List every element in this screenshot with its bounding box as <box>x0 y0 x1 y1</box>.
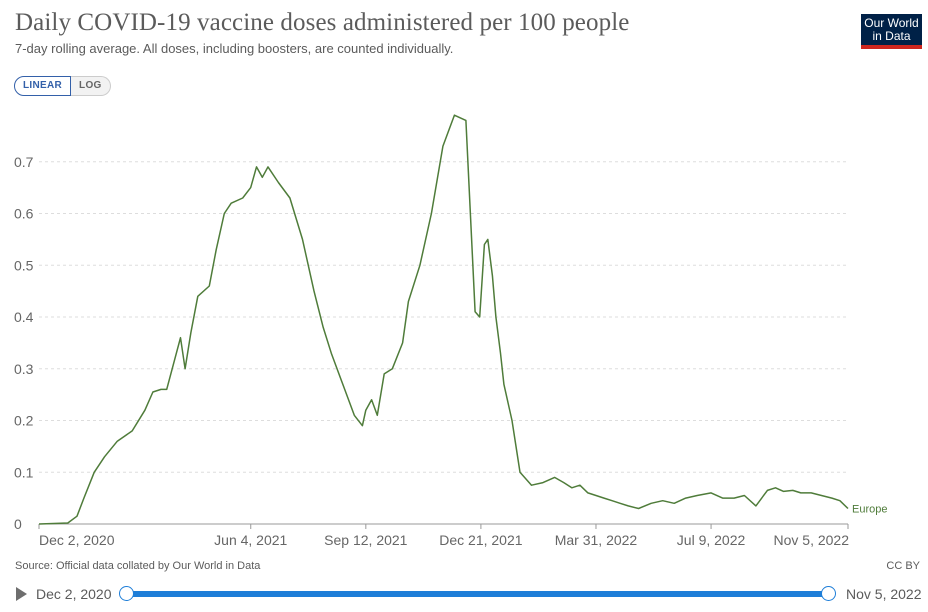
x-tick-label: Mar 31, 2022 <box>555 532 638 548</box>
y-tick-label: 0.3 <box>14 361 34 377</box>
y-tick-label: 0.7 <box>14 154 34 170</box>
license-link[interactable]: CC BY <box>886 560 920 572</box>
y-tick-label: 0.5 <box>14 257 34 273</box>
timeline-track[interactable] <box>127 591 829 597</box>
y-tick-label: 0.2 <box>14 413 34 429</box>
x-tick-label: Jun 4, 2021 <box>214 532 287 548</box>
y-tick-label: 0 <box>14 516 22 532</box>
x-tick-label: Sep 12, 2021 <box>324 532 408 548</box>
chart-subtitle: 7-day rolling average. All doses, includ… <box>15 41 454 56</box>
logo-line-1: Our World <box>864 16 919 30</box>
x-tick-label: Jul 9, 2022 <box>677 532 746 548</box>
x-tick-label: Dec 2, 2020 <box>39 532 115 548</box>
series-line-europe <box>38 114 849 525</box>
owid-logo[interactable]: Our World in Data <box>861 14 922 49</box>
line-chart: 0 0.1 0.2 0.3 0.4 0.5 0.6 0.7 Dec 2, 2020 Jun 4, … <box>14 114 887 548</box>
timeline-start-handle[interactable] <box>119 586 134 601</box>
timeline: Dec 2, 2020 Nov 5, 2022 <box>0 582 928 606</box>
timeline-end-label: Nov 5, 2022 <box>846 586 922 602</box>
scale-toggle: LINEAR LOG <box>14 76 111 96</box>
series-label-europe: Europe <box>852 503 887 515</box>
linear-scale-button[interactable]: LINEAR <box>14 76 72 96</box>
source-note: Source: Official data collated by Our Wo… <box>15 560 261 572</box>
logo-line-2: in Data <box>872 29 911 43</box>
timeline-end-handle[interactable] <box>821 586 836 601</box>
timeline-start-label: Dec 2, 2020 <box>36 586 112 602</box>
y-tick-label: 0.6 <box>14 206 34 222</box>
y-tick-label: 0.1 <box>14 464 34 480</box>
x-tick-label: Dec 21, 2021 <box>439 532 522 548</box>
chart-title: Daily COVID-19 vaccine doses administere… <box>15 9 630 36</box>
play-icon[interactable] <box>16 587 27 601</box>
x-tick-label: Nov 5, 2022 <box>774 532 850 548</box>
log-scale-button[interactable]: LOG <box>71 76 111 96</box>
y-tick-label: 0.4 <box>14 309 34 325</box>
